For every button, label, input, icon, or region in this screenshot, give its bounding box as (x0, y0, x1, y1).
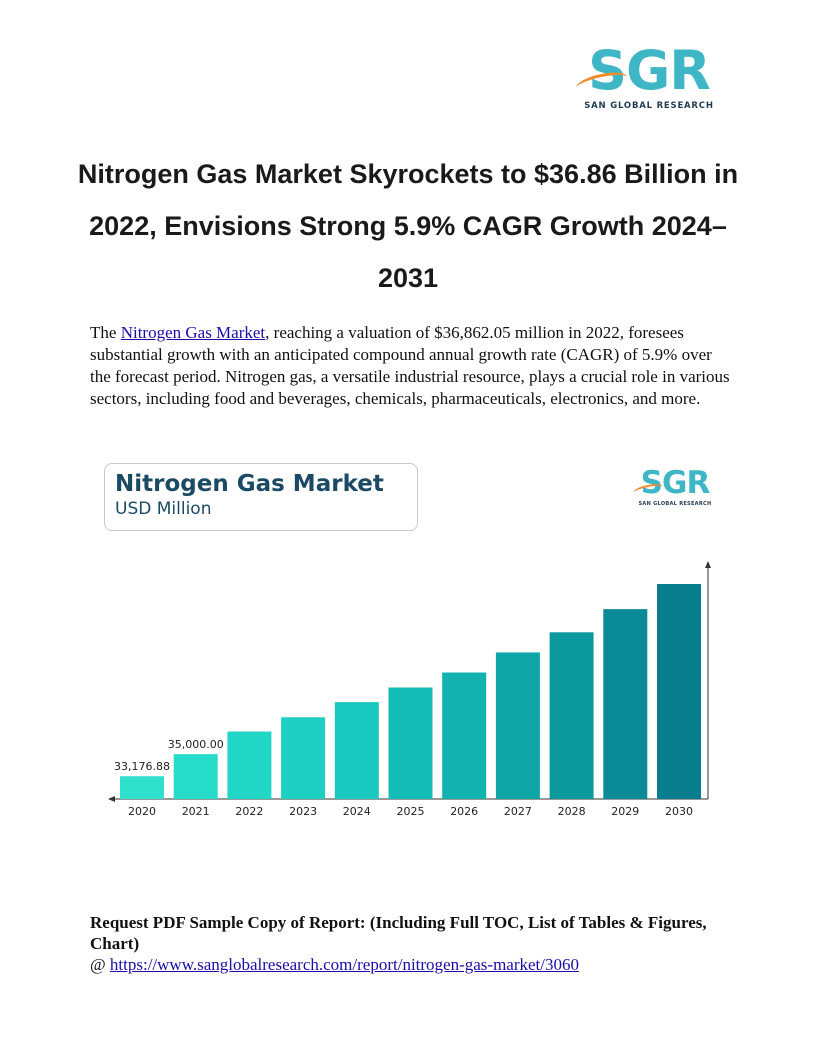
chart-logo-subtitle: SAN GLOBAL RESEARCH (638, 501, 712, 507)
sample-request-link-line: @ https://www.sanglobalresearch.com/repo… (90, 954, 740, 975)
y-axis-arrow-icon (705, 561, 711, 568)
report-link[interactable]: https://www.sanglobalresearch.com/report… (109, 955, 579, 974)
page-title: Nitrogen Gas Market Skyrockets to $36.86… (77, 159, 739, 293)
logo-subtitle: SAN GLOBAL RESEARCH (584, 101, 714, 111)
bar-2029 (603, 609, 648, 799)
intro-prefix: The (90, 323, 121, 342)
bar-2020 (120, 776, 164, 799)
bar-value-label: 33,176.88 (114, 760, 170, 773)
x-axis-arrow-icon (108, 796, 115, 802)
bar-2030 (657, 584, 701, 799)
x-tick-label: 2024 (343, 805, 371, 818)
chart-subtitle: USD Million (115, 499, 212, 519)
bar-chart: 2020 33,176.88 2021 35,000.00 2022 2023 2024 20… (108, 561, 711, 818)
x-tick-label: 2020 (128, 805, 156, 818)
x-tick-label: 2026 (450, 805, 478, 818)
logo-mark: SGR (588, 39, 711, 102)
bar-2021 (173, 754, 218, 799)
chart-sgr-logo: SGR SAN GLOBAL RESEARCH (632, 468, 718, 507)
x-tick-label: 2028 (558, 805, 586, 818)
bar-2025 (388, 687, 433, 799)
bar-2024 (334, 702, 379, 799)
bar-2023 (281, 717, 326, 799)
chart-logo-mark: SGR (640, 465, 711, 501)
sample-request-text: Request PDF Sample Copy of Report: (Incl… (90, 913, 707, 953)
sample-request-block: Request PDF Sample Copy of Report: (Incl… (90, 912, 740, 975)
bar-2028 (549, 632, 594, 799)
x-tick-label: 2023 (289, 805, 317, 818)
x-tick-label: 2029 (611, 805, 639, 818)
bar-2022 (227, 731, 272, 799)
market-link[interactable]: Nitrogen Gas Market (120, 323, 266, 342)
chart-title: Nitrogen Gas Market (115, 471, 384, 497)
at-sign: @ (90, 955, 110, 974)
x-tick-label: 2030 (665, 805, 693, 818)
bar-2026 (442, 672, 487, 799)
chart-title-card: Nitrogen Gas Market USD Million (104, 463, 418, 531)
intro-paragraph: The Nitrogen Gas Market, reaching a valu… (90, 322, 730, 410)
x-tick-label: 2022 (235, 805, 263, 818)
bar-value-label: 35,000.00 (168, 738, 224, 751)
x-tick-label: 2027 (504, 805, 532, 818)
x-tick-label: 2025 (397, 805, 425, 818)
sgr-logo: SGR SAN GLOBAL RESEARCH (574, 44, 724, 111)
x-tick-label: 2021 (182, 805, 210, 818)
bar-2027 (495, 652, 540, 799)
intro-body: , reaching a valuation of $36,862.05 mil… (90, 323, 730, 408)
